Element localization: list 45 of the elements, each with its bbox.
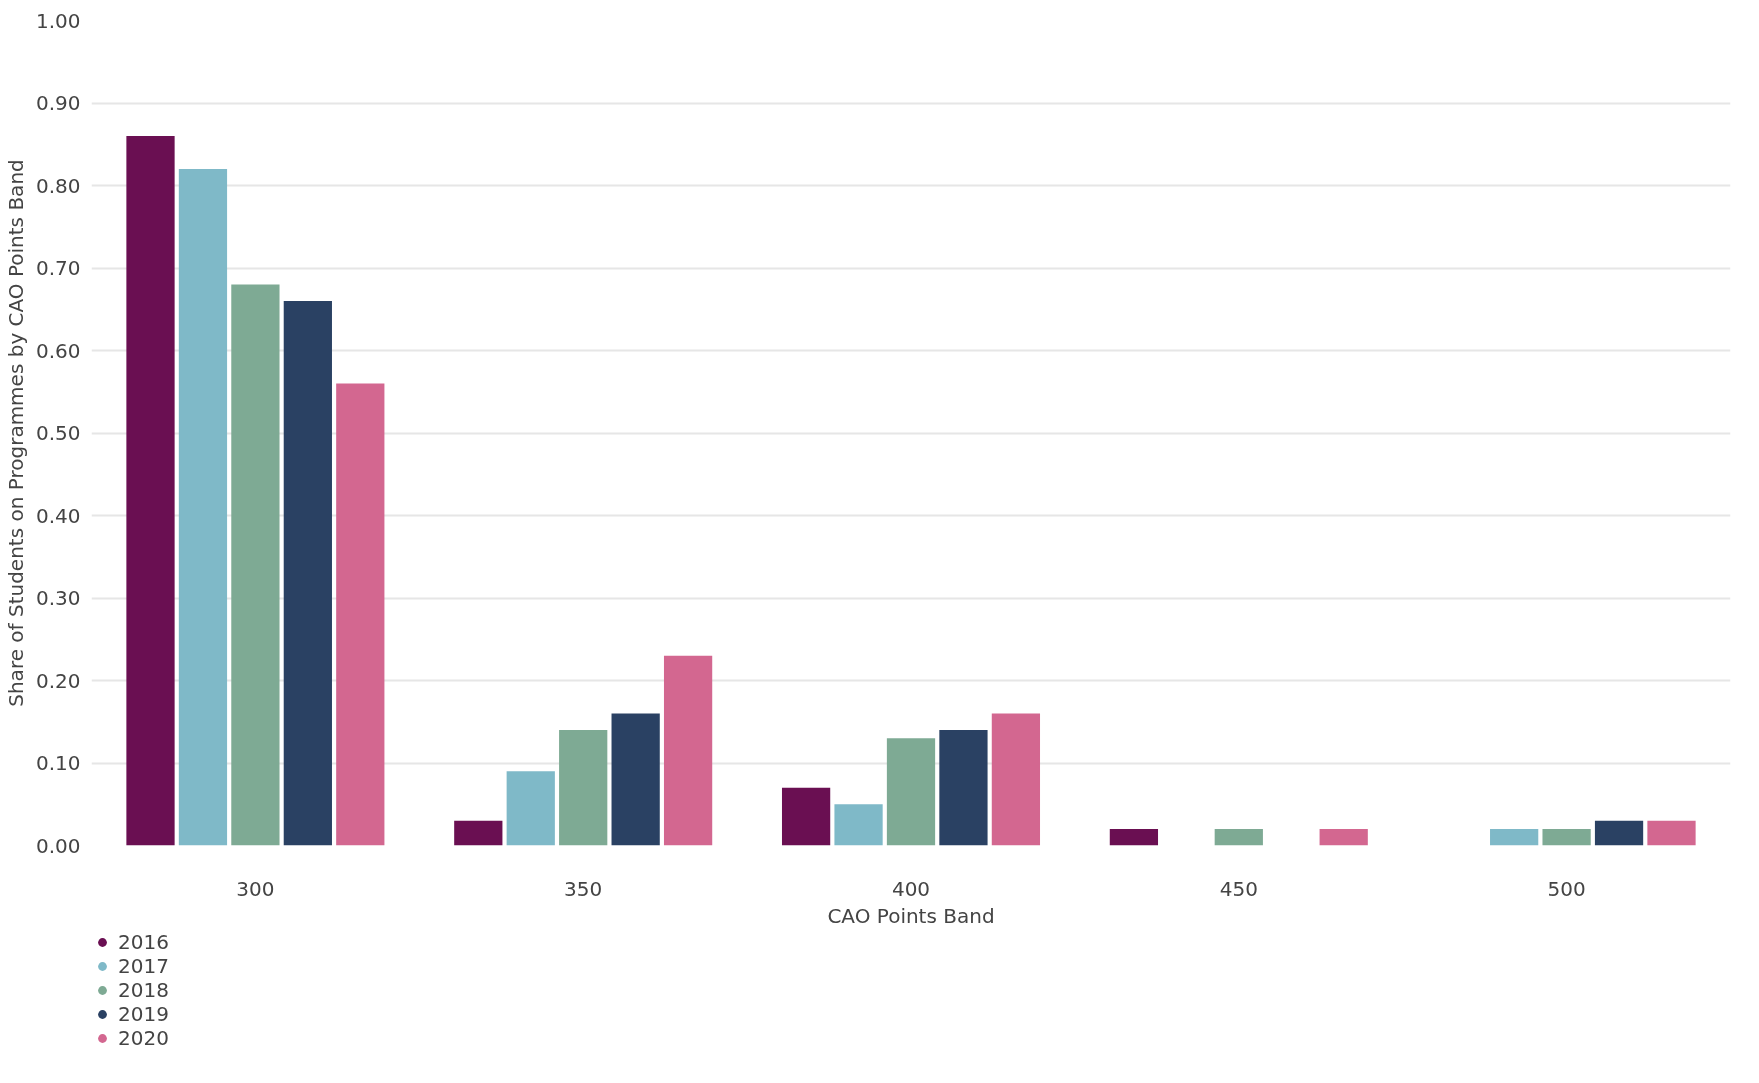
bar [1490, 829, 1539, 846]
bar [454, 820, 503, 846]
y-axis-title: Share of Students on Programmes by CAO Points Band [3, 159, 28, 707]
y-tick-label: 0.00 [35, 833, 81, 858]
y-tick-label: 0.40 [35, 503, 81, 528]
legend-label: 2017 [118, 954, 169, 978]
bar [559, 730, 608, 846]
y-tick-label: 0.90 [35, 91, 81, 115]
bar [1109, 829, 1159, 846]
y-tick-label: 0.10 [35, 751, 81, 775]
x-tick-label: 350 [564, 876, 603, 901]
bar [178, 169, 228, 846]
y-tick-label: 0.20 [35, 668, 81, 693]
bar [336, 383, 385, 846]
x-axis-title: CAO Points Band [827, 903, 995, 928]
bar [834, 804, 883, 846]
y-tick-label: 0.70 [35, 256, 81, 280]
bar [939, 730, 988, 846]
bar [781, 787, 831, 846]
x-tick-label: 300 [236, 876, 275, 901]
bar [991, 713, 1041, 846]
bar [126, 136, 175, 846]
y-tick-label: 0.60 [35, 338, 81, 363]
legend-label: 2019 [118, 1002, 169, 1026]
y-tick-label: 0.50 [35, 421, 81, 445]
bar [611, 713, 660, 846]
bar [506, 771, 555, 846]
x-tick-label: 400 [891, 876, 931, 901]
bar [283, 301, 332, 846]
bar [231, 284, 280, 846]
x-tick-label: 500 [1547, 876, 1586, 901]
bar [1594, 820, 1644, 846]
bar [886, 738, 936, 846]
bar [1214, 829, 1263, 846]
y-tick-label: 0.30 [35, 586, 81, 610]
legend-label: 2020 [118, 1026, 169, 1050]
bar [1647, 820, 1696, 846]
legend-label: 2016 [118, 930, 169, 954]
bar [663, 655, 713, 846]
y-tick-label: 1.00 [35, 8, 81, 33]
x-tick-label: 450 [1219, 876, 1258, 901]
legend-label: 2018 [118, 978, 169, 1002]
y-tick-label: 0.80 [35, 173, 81, 198]
bar [1542, 829, 1591, 846]
bar [1319, 829, 1368, 846]
